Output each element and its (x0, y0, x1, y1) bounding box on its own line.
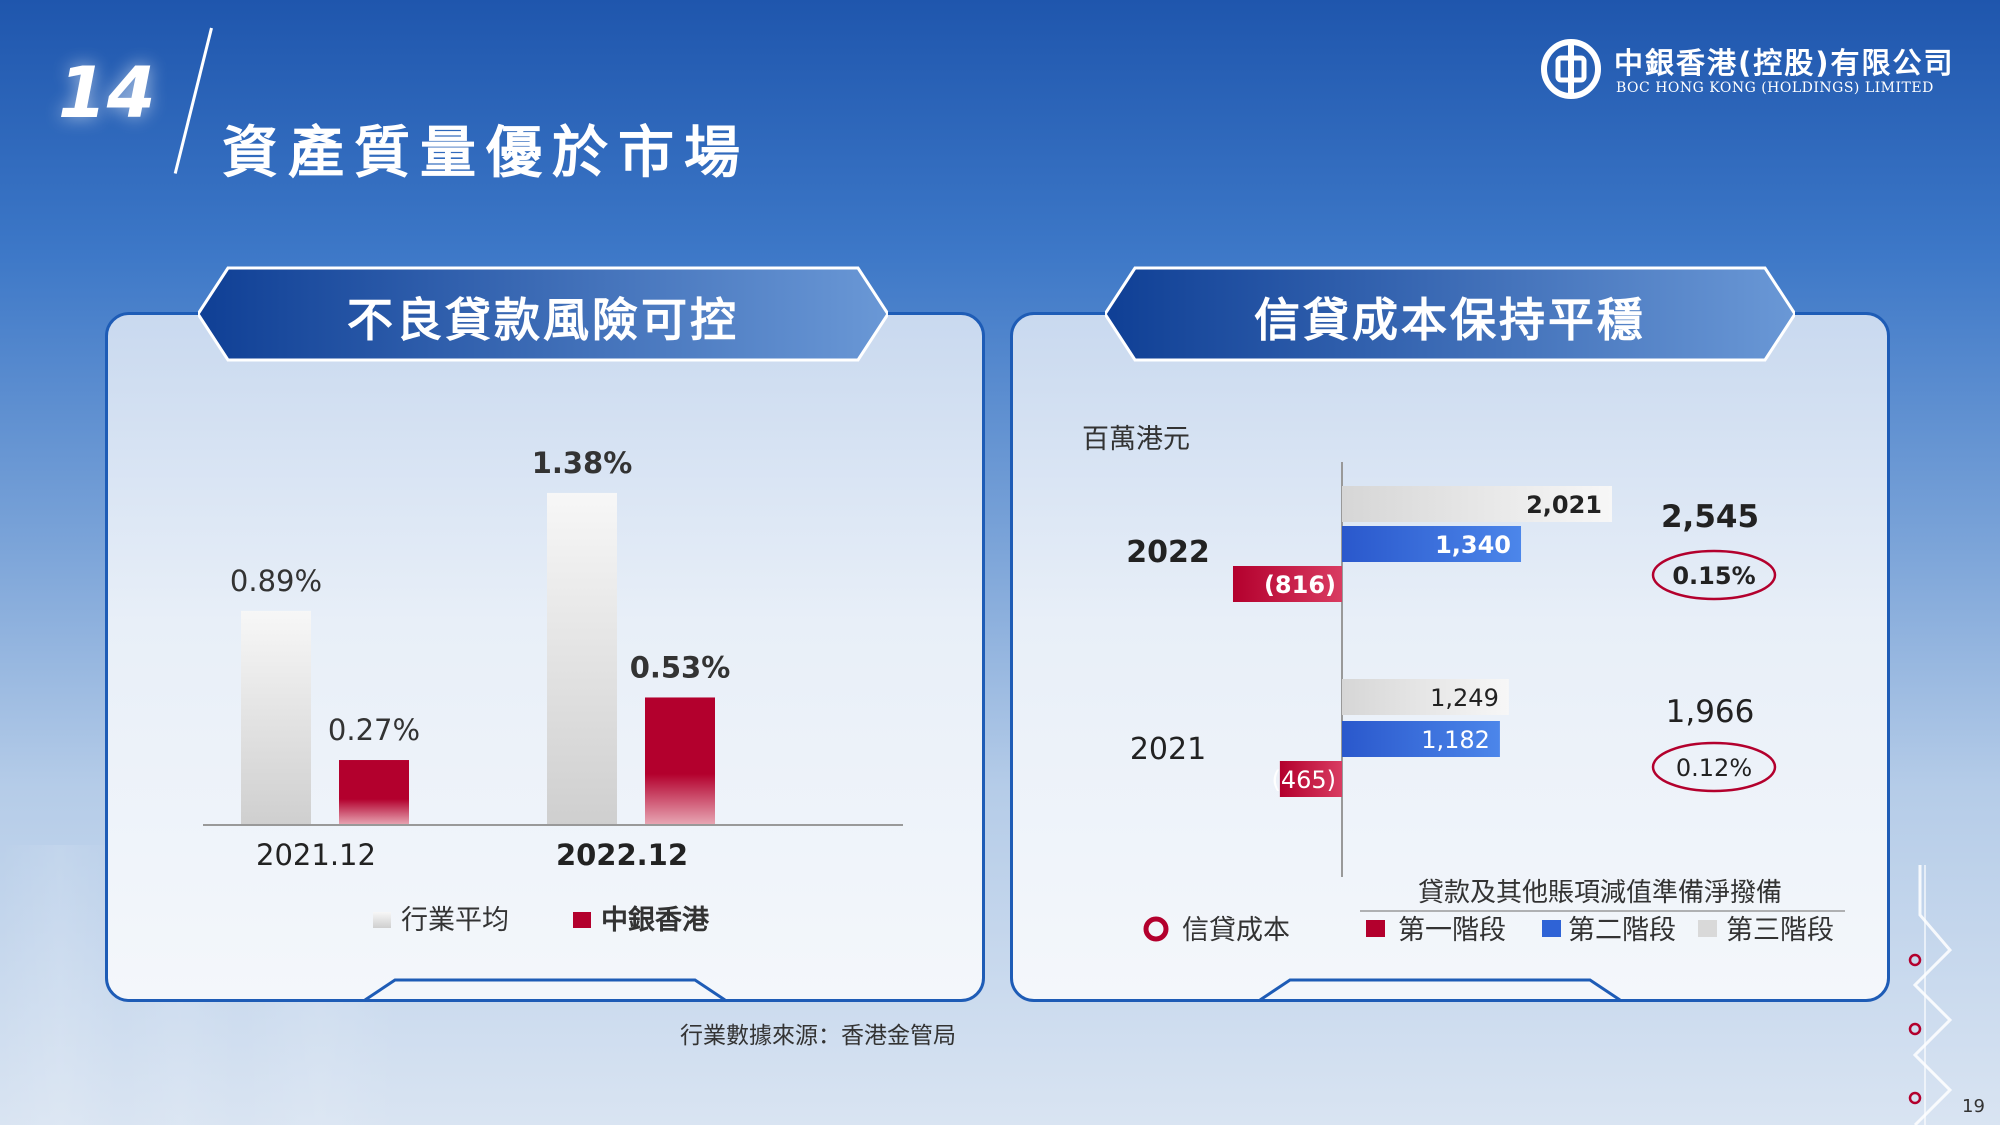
cc-data-label: 1,340 (1435, 531, 1511, 559)
tower-dot (1908, 1091, 1922, 1105)
legend-label-stage2: 第二階段 (1568, 915, 1676, 946)
npl-bar-chart: 0.89% 0.27% 2021.12 1.38% 0.53% 2022.12 行業平均 … (203, 446, 903, 1002)
npl-bar-industry-2021.12 (241, 610, 311, 825)
credit-cost-bar-chart: 百萬港元 2022 2,021 1,340 (816) 2,545 0.15% 2021 1,… (1082, 424, 1845, 1002)
cc-bar-stage2-2021 (1342, 721, 1500, 757)
legend-label-stage1: 第一階段 (1398, 915, 1506, 946)
unit-label: 百萬港元 (1082, 424, 1190, 455)
npl-data-label: 1.38% (532, 446, 633, 480)
cc-bar-stage1-2021 (1279, 761, 1342, 797)
legend-swatch-stage3 (1698, 920, 1717, 937)
cc-data-label: 1,249 (1430, 684, 1499, 712)
cc-legend: 貸款及其他賬項減值準備淨撥備 信貸成本 第一階段 第二階段 第三階段 (1143, 878, 1845, 946)
cc-data-label: (465) (1271, 766, 1336, 794)
npl-bar-bochk-2022.12 (645, 697, 715, 825)
legend-swatch-stage2 (1542, 920, 1561, 937)
panel-notch (1259, 978, 1621, 1002)
npl-data-label: 0.53% (630, 650, 731, 684)
cc-data-label: 1,182 (1421, 726, 1490, 754)
legend-swatch-industry (373, 912, 391, 928)
tower-dot (1908, 953, 1922, 967)
page-number: 19 (1962, 1096, 1985, 1117)
npl-data-label: 0.89% (230, 564, 322, 598)
credit-cost-oval (1651, 549, 1777, 601)
provision-legend-title: 貸款及其他賬項減值準備淨撥備 (1418, 878, 1782, 908)
credit-cost-value: 0.12% (1676, 754, 1752, 782)
credit-cost-panel-title: 信貸成本保持平穩 (1254, 293, 1646, 347)
credit-cost-oval (1651, 741, 1777, 793)
cc-bar-stage3-2021 (1342, 679, 1509, 715)
cc-total-label: 1,966 (1666, 694, 1755, 730)
npl-bar-industry-2022.12 (547, 492, 617, 825)
npl-panel-header: 不良貸款風險可控 (198, 266, 888, 362)
legend-label-industry: 行業平均 (401, 905, 509, 936)
title-divider (173, 27, 213, 174)
bank-tower-graphic (1908, 865, 1953, 1125)
panel-notch (364, 978, 726, 1002)
company-logo: 中銀香港(控股)有限公司 BOC HONG KONG (HOLDINGS) LI… (1540, 38, 1960, 108)
logo-name-cn: 中銀香港(控股)有限公司 (1614, 46, 1955, 80)
boc-logo-icon (1541, 39, 1601, 99)
cc-data-label: (816) (1264, 571, 1336, 599)
npl-data-label: 0.27% (328, 713, 420, 747)
npl-x-tick-label: 2021.12 (256, 838, 376, 872)
data-source-note: 行業數據來源：香港金管局 (680, 1023, 956, 1049)
page-title: 資產質量優於市場 (222, 121, 750, 186)
cc-bar-stage1-2022 (1232, 566, 1342, 602)
credit-cost-value: 0.15% (1672, 562, 1755, 590)
cc-bar-stage3-2022 (1342, 486, 1612, 522)
npl-panel-title: 不良貸款風險可控 (347, 293, 739, 347)
slide-number: 14 (58, 52, 156, 134)
cc-data-label: 2,021 (1526, 491, 1602, 519)
npl-x-tick-label: 2022.12 (556, 838, 688, 872)
tower-dot (1908, 1022, 1922, 1036)
cc-total-label: 2,545 (1661, 499, 1759, 535)
legend-swatch-stage1 (1366, 920, 1385, 937)
credit-cost-panel-header: 信貸成本保持平穩 (1105, 266, 1795, 362)
logo-name-en: BOC HONG KONG (HOLDINGS) LIMITED (1616, 80, 1934, 96)
cc-category-label: 2022 (1126, 535, 1210, 570)
npl-bar-bochk-2021.12 (339, 760, 409, 825)
npl-legend: 行業平均 中銀香港 (373, 905, 710, 936)
credit-cost-legend-label: 信貸成本 (1182, 915, 1290, 946)
cc-category-label: 2021 (1130, 732, 1206, 767)
credit-cost-panel (1010, 312, 1890, 1002)
cc-bar-stage2-2022 (1342, 526, 1522, 562)
legend-label-stage3: 第三階段 (1726, 915, 1834, 946)
legend-label-bochk: 中銀香港 (601, 905, 710, 936)
legend-swatch-bochk (573, 912, 591, 928)
credit-cost-legend-icon (1143, 916, 1169, 942)
